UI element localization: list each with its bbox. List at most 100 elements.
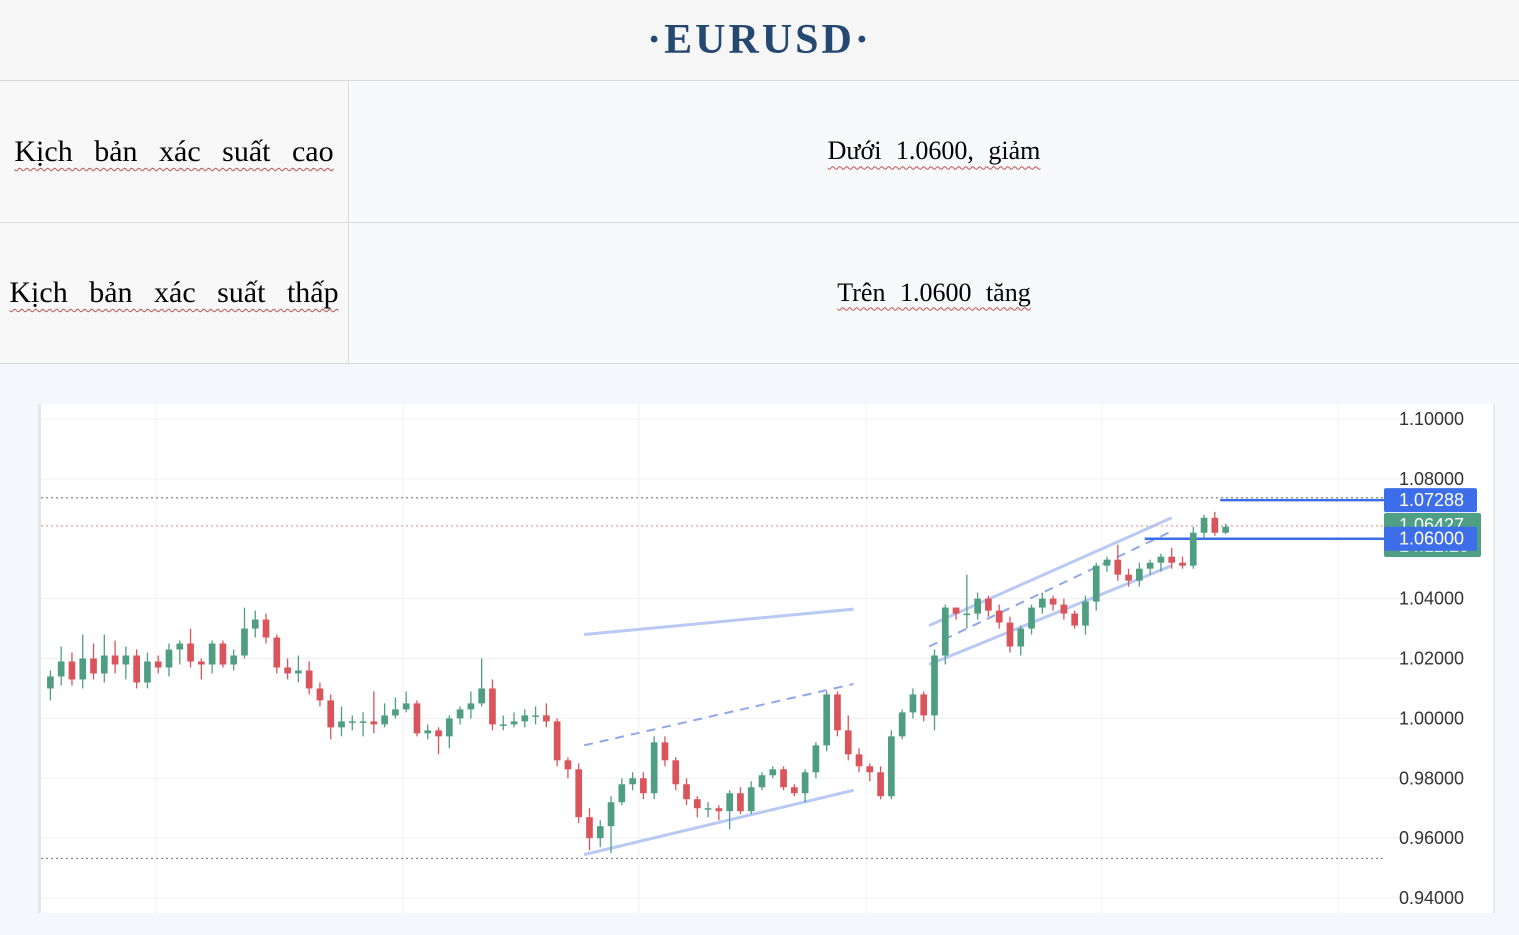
candle-body (305, 670, 313, 689)
candle-body (402, 703, 410, 710)
candle-body (532, 715, 539, 717)
candle-body (834, 694, 841, 731)
candle-body (812, 745, 820, 773)
scenario-value-text: Dưới 1.0600, giảm (827, 136, 1041, 166)
candle-body (1114, 559, 1122, 575)
chart-svg[interactable]: 1.10000 1.08000 1.04000 1.02000 1.00000 0.980… (41, 404, 1488, 913)
candle-body (1103, 559, 1111, 566)
candle-body (1168, 556, 1176, 563)
candle-body (758, 775, 766, 788)
candle-body (801, 772, 809, 794)
candle-body (877, 772, 884, 797)
channel-line (928, 530, 1173, 648)
candle-body (144, 661, 151, 683)
candle-body (586, 817, 593, 839)
candle-body (79, 658, 87, 680)
candle-body (133, 655, 140, 683)
scenario-table: Kịch bản xác suất cao Dưới 1.0600, giảm … (0, 81, 1519, 364)
candle-body (273, 637, 281, 668)
y-tick-label: 1.00000 (1399, 708, 1464, 728)
candle-body (435, 730, 442, 737)
candle-body (596, 826, 604, 839)
candle-body (219, 643, 227, 665)
candle-body (489, 688, 496, 725)
y-tick-label: 0.98000 (1399, 768, 1464, 788)
candle-body (855, 754, 863, 767)
candle-body (478, 688, 486, 704)
scenario-label: Kịch bản xác suất cao (0, 81, 349, 223)
candle-body (165, 649, 173, 668)
candle-body (661, 742, 669, 761)
candle-body (251, 619, 259, 629)
candle-body (1157, 556, 1165, 563)
candle-body (100, 655, 108, 674)
candle-body (747, 787, 755, 812)
candle-body (553, 721, 561, 761)
candle-body (1017, 628, 1025, 647)
candle-body (241, 628, 248, 656)
candle-body (392, 709, 399, 716)
candle-body (737, 793, 744, 812)
candle-body (90, 658, 97, 674)
candle-body (197, 661, 205, 665)
candle-body (564, 760, 572, 770)
candle-body (575, 769, 583, 818)
candle-body (154, 661, 162, 668)
candle-body (715, 808, 723, 812)
channel-line (583, 682, 854, 747)
channel-line (928, 516, 1173, 627)
candle-body (467, 703, 475, 710)
candle-body (629, 778, 636, 785)
candle-body (931, 655, 938, 716)
candle-body (57, 661, 65, 677)
price-label-text: 1.06000 (1399, 529, 1464, 549)
candle-body (230, 655, 238, 665)
channel-line (583, 788, 854, 857)
candle-body (1200, 517, 1208, 533)
candle-body (68, 661, 76, 680)
candle-body (995, 610, 1003, 623)
candle-body (1071, 613, 1079, 626)
candle-body (704, 808, 712, 810)
candle-body (618, 784, 626, 803)
y-tick-label: 0.96000 (1399, 828, 1464, 848)
candle-body (543, 715, 550, 722)
candle-body (1028, 607, 1035, 629)
price-chart[interactable]: 1.10000 1.08000 1.04000 1.02000 1.00000 0.980… (38, 404, 1495, 913)
price-label-text: 1.07288 (1399, 490, 1464, 510)
candle-body (909, 694, 917, 713)
scenario-value-text: Trên 1.0600 tăng (837, 277, 1031, 307)
y-tick-label: 0.94000 (1399, 888, 1464, 908)
channel-line (928, 564, 1173, 666)
candle-body (316, 688, 324, 701)
scenario-label: Kịch bản xác suất thấp (0, 222, 349, 364)
candle-body (1136, 568, 1143, 581)
candle-body (1125, 574, 1132, 581)
candle-body (974, 598, 981, 614)
candle-body (790, 787, 798, 794)
candle-body (866, 766, 874, 773)
scenario-label-text: Kịch bản xác suất thấp (9, 276, 339, 309)
candle-body (424, 730, 432, 734)
candle-body (445, 718, 453, 737)
candle-body (780, 769, 787, 788)
candle-body (769, 769, 777, 776)
y-tick-label: 1.02000 (1399, 649, 1464, 669)
candle-body (672, 760, 680, 785)
candle-body (823, 694, 831, 746)
candle-body (888, 736, 895, 797)
candle-body (1222, 526, 1229, 533)
candle-body (693, 799, 701, 809)
header: ·EURUSD· (0, 0, 1519, 81)
candle-body (262, 619, 270, 638)
candle-body (1179, 562, 1186, 566)
candle-body (1211, 517, 1219, 533)
candle-body (683, 784, 690, 800)
candle-body (456, 709, 464, 719)
candle-body (844, 730, 852, 755)
candle-body (640, 778, 647, 794)
candle-body (607, 802, 615, 827)
scenario-value: Dưới 1.0600, giảm (348, 81, 1519, 223)
candle-body (952, 607, 960, 614)
candle-body (920, 694, 928, 716)
